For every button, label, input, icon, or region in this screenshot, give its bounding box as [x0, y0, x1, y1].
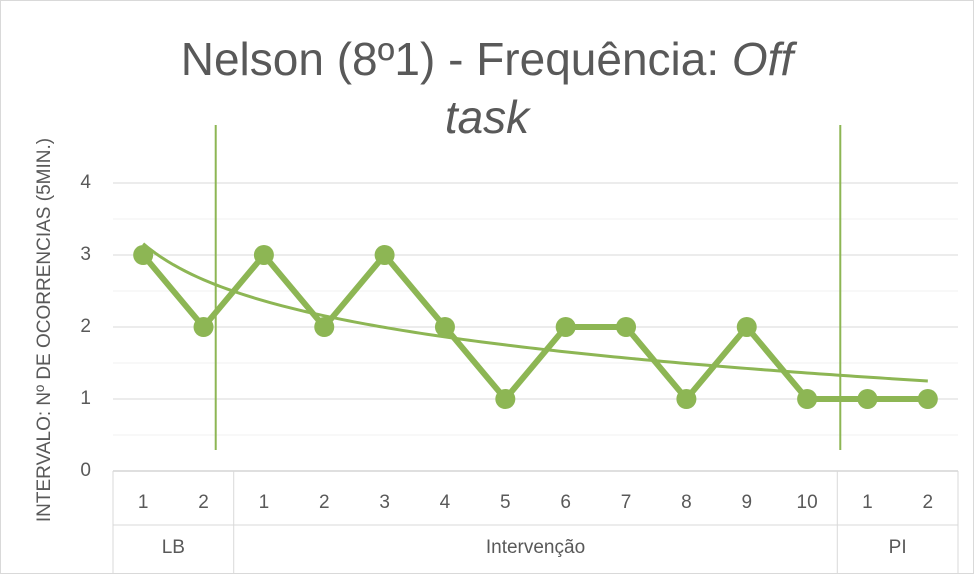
x-tick-label: 1 — [138, 492, 149, 513]
data-line — [140, 252, 928, 402]
group-label: Intervenção — [486, 537, 585, 558]
x-tick-label: 1 — [862, 492, 873, 513]
y-tick-label: 4 — [80, 172, 91, 193]
x-tick-label: 6 — [560, 492, 571, 513]
x-tick-label: 1 — [259, 492, 270, 513]
data-point — [314, 317, 335, 337]
data-point — [555, 317, 576, 337]
group-label: PI — [889, 537, 907, 558]
y-axis-label: INTERVALO: Nº DE OCORRENCIAS (5MIN.) — [34, 138, 55, 522]
data-point — [616, 317, 637, 337]
data-point — [193, 317, 214, 337]
y-tick-label: 2 — [80, 316, 91, 337]
title-emphasis: Off task — [444, 33, 794, 143]
x-tick-label: 8 — [681, 492, 692, 513]
y-tick-label: 1 — [80, 388, 91, 409]
x-tick-label: 2 — [319, 492, 330, 513]
trendline — [142, 242, 928, 383]
x-tick-label: 5 — [500, 492, 511, 513]
x-tick-label: 4 — [440, 492, 451, 513]
x-tick-label: 2 — [198, 492, 209, 513]
data-point — [917, 389, 938, 409]
data-point — [253, 245, 274, 265]
data-point — [676, 389, 697, 409]
x-tick-label: 3 — [379, 492, 390, 513]
data-point — [133, 245, 154, 265]
data-point — [495, 389, 516, 409]
x-tick-label: 7 — [621, 492, 632, 513]
group-label: LB — [162, 537, 185, 558]
y-tick-label: 3 — [80, 244, 91, 265]
x-tick-label: 2 — [923, 492, 934, 513]
y-tick-label: 0 — [80, 460, 91, 481]
title-text: Nelson (8º1) - Frequência: — [180, 33, 720, 85]
data-point — [736, 317, 757, 337]
data-point — [434, 317, 455, 337]
x-tick-label: 9 — [741, 492, 752, 513]
chart-title: Nelson (8º1) - Frequência: Off task — [137, 30, 837, 146]
data-point — [857, 389, 878, 409]
x-tick-label: 10 — [797, 492, 818, 513]
data-point — [797, 389, 818, 409]
data-point — [374, 245, 395, 265]
